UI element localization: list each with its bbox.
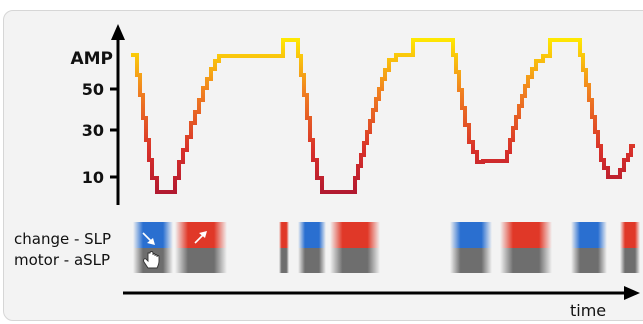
motor-aslp-block [620,248,640,273]
row-label-motor: motor - aSLP [14,251,110,269]
change-slp-up-block [620,222,640,248]
event-6 [450,222,492,273]
y-tick-label: 30 [82,121,104,140]
x-axis-arrow-icon [624,286,640,300]
event-2 [175,222,227,273]
motor-aslp-block [175,248,227,273]
y-ticks: 50 30 10 [82,80,119,187]
change-slp-down-block [571,222,607,248]
arrow-down-right-icon [142,232,155,245]
row-label-change: change - SLP [14,230,111,248]
event-9 [620,222,640,273]
motor-aslp-block [500,248,552,273]
arrow-up-right-icon [194,231,207,244]
amplitude-trace [131,38,635,194]
change-slp-up-block [330,222,380,248]
change-slp-up-block [279,222,289,248]
change-slp-up-block [500,222,552,248]
event-8 [571,222,607,273]
y-tick-label: 10 [82,168,104,187]
y-axis-arrow-icon [111,24,125,40]
motor-aslp-block [279,248,289,273]
event-4 [298,222,326,273]
change-slp-up-block [175,222,227,248]
event-7 [500,222,552,273]
motor-aslp-block [298,248,326,273]
motor-aslp-block [571,248,607,273]
hand-pointer-icon [143,251,160,269]
event-strips [133,222,640,273]
change-slp-down-block [450,222,492,248]
change-slp-down-block [298,222,326,248]
x-axis-label: time [570,301,606,320]
motor-aslp-block [450,248,492,273]
event-5 [330,222,380,273]
y-tick-label: 50 [82,80,104,99]
y-axis-label: AMP [70,49,113,69]
event-3 [279,222,289,273]
motor-aslp-block [330,248,380,273]
